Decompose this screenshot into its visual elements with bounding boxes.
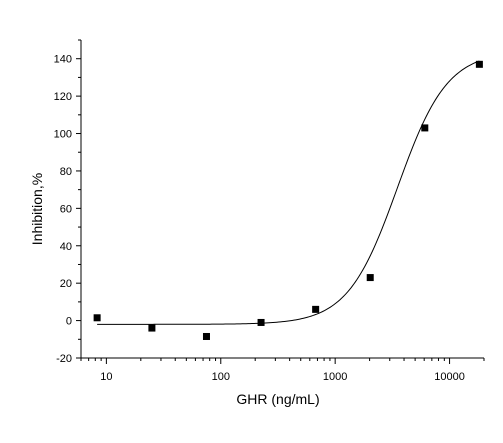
y-tick-label: 140 xyxy=(54,54,72,66)
y-axis-title: Inhibition,% xyxy=(29,173,45,245)
fit-curve xyxy=(97,60,480,325)
y-tick-label: 80 xyxy=(60,166,72,178)
x-tick-label: 100 xyxy=(212,371,230,383)
axes xyxy=(80,40,484,359)
data-point xyxy=(148,324,156,332)
x-tick-label: 10 xyxy=(100,371,112,383)
ticks: -20 0 20 40 60 80 100 120 140 10 100 1000 10000 xyxy=(54,39,485,383)
y-tick-label: 100 xyxy=(54,129,72,141)
data-point xyxy=(475,60,483,68)
y-tick-label: 40 xyxy=(60,241,72,253)
data-point xyxy=(366,274,374,282)
data-points xyxy=(93,60,483,340)
y-tick-label: 120 xyxy=(54,91,72,103)
x-tick-label: 1000 xyxy=(323,371,347,383)
data-point xyxy=(312,305,320,313)
y-tick-label: 20 xyxy=(60,278,72,290)
x-tick-label: 10000 xyxy=(434,371,465,383)
data-point xyxy=(93,314,101,322)
data-point xyxy=(257,318,265,326)
y-tick-label: 60 xyxy=(60,203,72,215)
fit-curve-group xyxy=(97,60,480,325)
y-tick-label: -20 xyxy=(56,353,72,365)
y-tick-label: 0 xyxy=(66,316,72,328)
data-point xyxy=(202,332,210,340)
x-axis-title: GHR (ng/mL) xyxy=(236,391,319,407)
data-point xyxy=(421,124,429,132)
